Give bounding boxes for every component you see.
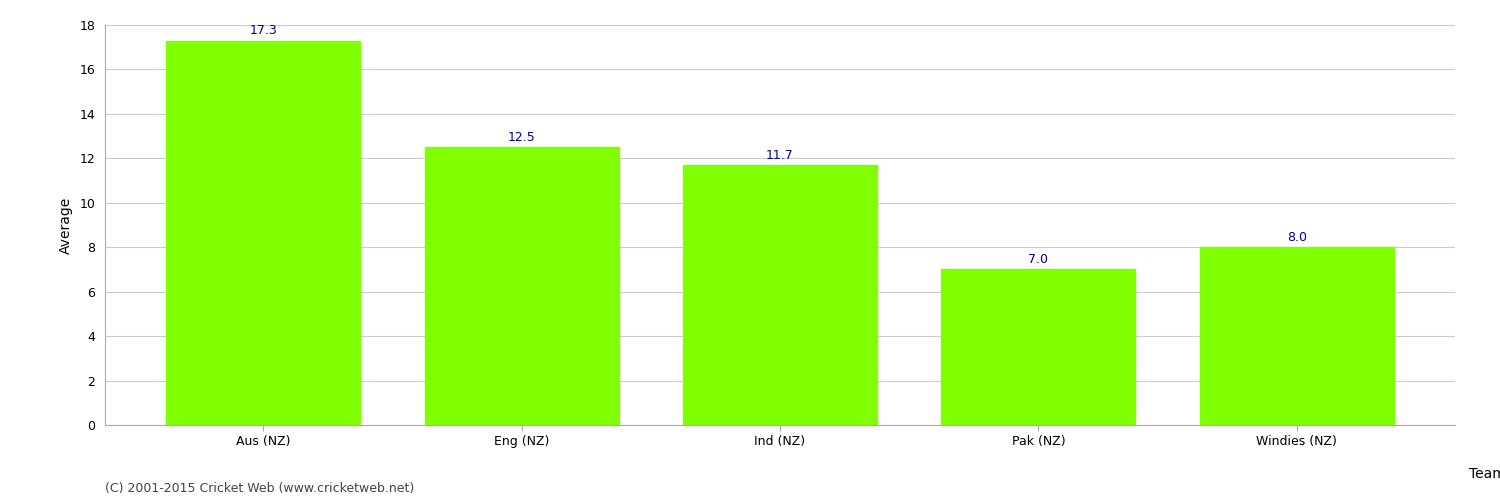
Text: 17.3: 17.3 [249,24,278,37]
Bar [682,165,877,425]
Bar [942,270,1136,425]
Text: 12.5: 12.5 [509,131,536,144]
Bar [1200,247,1394,425]
Text: 7.0: 7.0 [1029,253,1048,266]
Text: (C) 2001-2015 Cricket Web (www.cricketweb.net): (C) 2001-2015 Cricket Web (www.cricketwe… [105,482,414,495]
Bar [166,40,360,425]
Text: 8.0: 8.0 [1287,231,1306,244]
Bar [424,147,618,425]
Y-axis label: Average: Average [58,196,72,254]
Text: 11.7: 11.7 [766,148,794,162]
Text: Team: Team [1468,466,1500,480]
